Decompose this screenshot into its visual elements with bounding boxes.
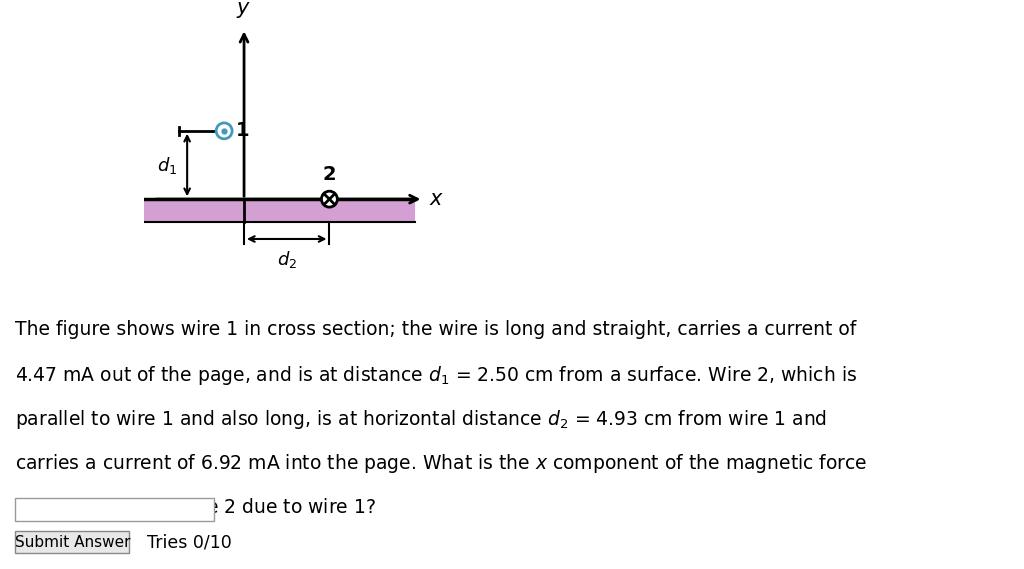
Circle shape (322, 191, 337, 207)
Text: $x$: $x$ (429, 189, 444, 209)
Text: $y$: $y$ (237, 0, 252, 20)
Text: carries a current of 6.92 mA into the page. What is the $x$ component of the mag: carries a current of 6.92 mA into the pa… (15, 452, 867, 475)
Text: $\it{per\ unit\ lenth}$ on wire 2 due to wire 1?: $\it{per\ unit\ lenth}$ on wire 2 due to… (15, 496, 376, 519)
Bar (15, 531, 129, 553)
Text: $d_2$: $d_2$ (276, 249, 297, 270)
Circle shape (216, 123, 232, 139)
Text: Tries 0/10: Tries 0/10 (147, 533, 232, 551)
Bar (15, 498, 214, 521)
Text: 2: 2 (323, 165, 336, 184)
Text: The figure shows wire 1 in cross section; the wire is long and straight, carries: The figure shows wire 1 in cross section… (15, 320, 856, 340)
Text: Submit Answer: Submit Answer (14, 534, 130, 550)
Bar (144, 199, 415, 222)
Text: parallel to wire 1 and also long, is at horizontal distance $d_2$ = 4.93 cm from: parallel to wire 1 and also long, is at … (15, 408, 827, 431)
Text: $d_1$: $d_1$ (157, 155, 177, 175)
Text: 4.47 mA out of the page, and is at distance $d_1$ = 2.50 cm from a surface. Wire: 4.47 mA out of the page, and is at dista… (15, 364, 857, 387)
Text: 1: 1 (236, 121, 249, 141)
